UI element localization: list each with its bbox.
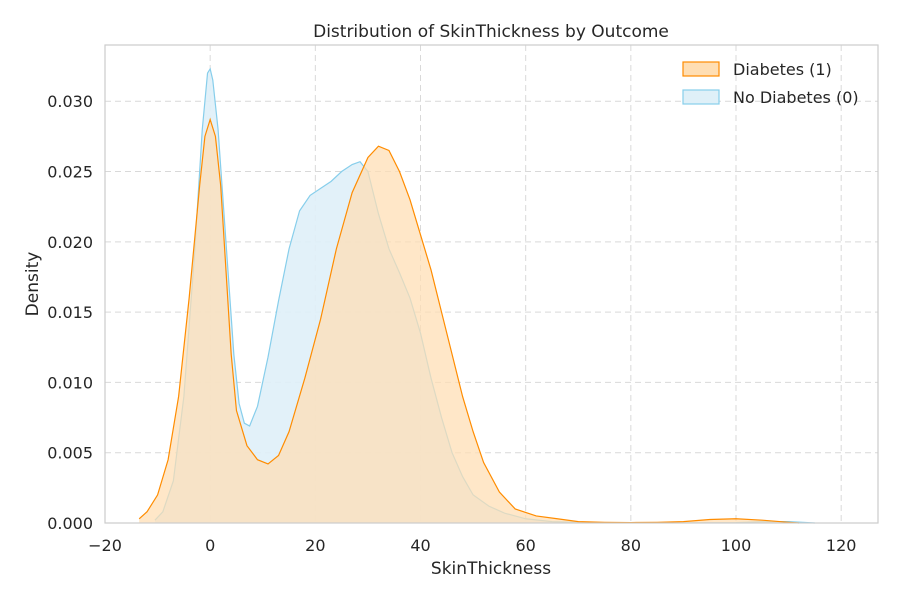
x-tick-label: 80 xyxy=(621,536,641,555)
y-tick-label: 0.030 xyxy=(47,92,93,111)
x-tick-label: −20 xyxy=(88,536,122,555)
y-tick-label: 0.000 xyxy=(47,514,93,533)
area-fill-diabetes xyxy=(139,119,800,523)
y-tick-label: 0.010 xyxy=(47,373,93,392)
legend: Diabetes (1) No Diabetes (0) xyxy=(682,60,859,107)
y-tick-label: 0.025 xyxy=(47,163,93,182)
plot-frame xyxy=(104,44,879,524)
x-tick-label: 20 xyxy=(305,536,325,555)
x-tick-label: 60 xyxy=(516,536,536,555)
legend-label-no-diabetes: No Diabetes (0) xyxy=(733,88,859,107)
legend-label-diabetes: Diabetes (1) xyxy=(733,60,832,79)
x-tick-label: 100 xyxy=(721,536,752,555)
density-areas xyxy=(138,67,815,524)
legend-swatch-no-diabetes xyxy=(682,89,720,105)
x-tick-label: 40 xyxy=(410,536,430,555)
x-axis-label: SkinThickness xyxy=(431,559,551,579)
density-line-diabetes xyxy=(138,117,800,524)
chart-title: Distribution of SkinThickness by Outcome xyxy=(313,22,669,42)
y-tick-label: 0.020 xyxy=(47,233,93,252)
legend-swatch-diabetes xyxy=(682,61,720,77)
y-axis-label: Density xyxy=(23,252,43,317)
y-tick-label: 0.015 xyxy=(47,303,93,322)
x-tick-label: 120 xyxy=(826,536,857,555)
y-tick-label: 0.005 xyxy=(47,444,93,463)
x-tick-label: 0 xyxy=(205,536,215,555)
axis-ticks: −20 0 20 40 60 80 100 120 0.000 0.005 0.010 0.015 0.… xyxy=(47,92,856,555)
